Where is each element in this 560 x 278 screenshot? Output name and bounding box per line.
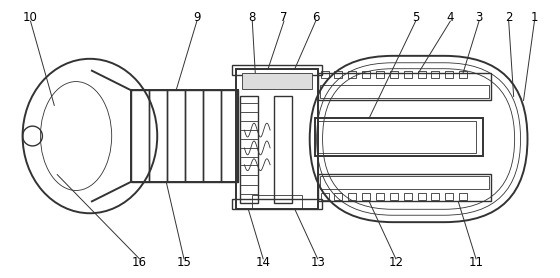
Bar xyxy=(232,65,321,75)
Bar xyxy=(318,73,491,100)
Bar xyxy=(320,176,489,190)
Bar xyxy=(362,193,370,200)
Bar xyxy=(320,193,329,200)
Text: 2: 2 xyxy=(505,11,512,24)
Bar xyxy=(232,199,321,209)
Bar xyxy=(334,193,342,200)
Text: 11: 11 xyxy=(469,256,483,269)
Bar xyxy=(376,193,384,200)
Bar xyxy=(390,193,398,200)
Bar xyxy=(320,71,329,78)
Bar xyxy=(418,71,426,78)
Bar xyxy=(274,96,292,203)
Bar xyxy=(445,193,453,200)
Bar xyxy=(348,193,356,200)
Bar xyxy=(404,71,412,78)
Bar xyxy=(376,71,384,78)
Text: 9: 9 xyxy=(193,11,200,24)
Text: 14: 14 xyxy=(256,256,270,269)
Bar xyxy=(132,91,150,182)
Bar xyxy=(240,96,258,203)
Text: 4: 4 xyxy=(446,11,454,24)
Bar xyxy=(459,71,467,78)
Text: 5: 5 xyxy=(412,11,419,24)
Bar xyxy=(418,193,426,200)
Text: 10: 10 xyxy=(23,11,38,24)
Text: 16: 16 xyxy=(132,256,147,269)
Bar xyxy=(221,91,239,182)
Text: 3: 3 xyxy=(475,11,483,24)
Bar xyxy=(236,69,318,209)
Bar xyxy=(242,73,312,88)
Bar xyxy=(150,91,167,182)
Text: 12: 12 xyxy=(388,256,403,269)
Bar xyxy=(203,91,221,182)
Bar xyxy=(362,71,370,78)
Text: 13: 13 xyxy=(310,256,325,269)
Bar xyxy=(185,91,203,182)
Bar xyxy=(431,193,440,200)
Bar xyxy=(315,118,483,156)
Bar xyxy=(404,193,412,200)
Bar xyxy=(348,71,356,78)
Bar xyxy=(390,71,398,78)
Text: 7: 7 xyxy=(280,11,288,24)
Bar xyxy=(132,91,239,182)
Text: 8: 8 xyxy=(249,11,256,24)
Bar xyxy=(334,71,342,78)
Text: 15: 15 xyxy=(176,256,192,269)
Text: 6: 6 xyxy=(312,11,319,24)
Text: 1: 1 xyxy=(531,11,538,24)
Bar xyxy=(252,195,302,209)
Bar xyxy=(431,71,440,78)
Bar xyxy=(318,121,476,153)
Bar xyxy=(459,193,467,200)
Bar xyxy=(320,85,489,98)
Bar xyxy=(167,91,185,182)
Bar xyxy=(445,71,453,78)
Bar xyxy=(318,174,491,201)
